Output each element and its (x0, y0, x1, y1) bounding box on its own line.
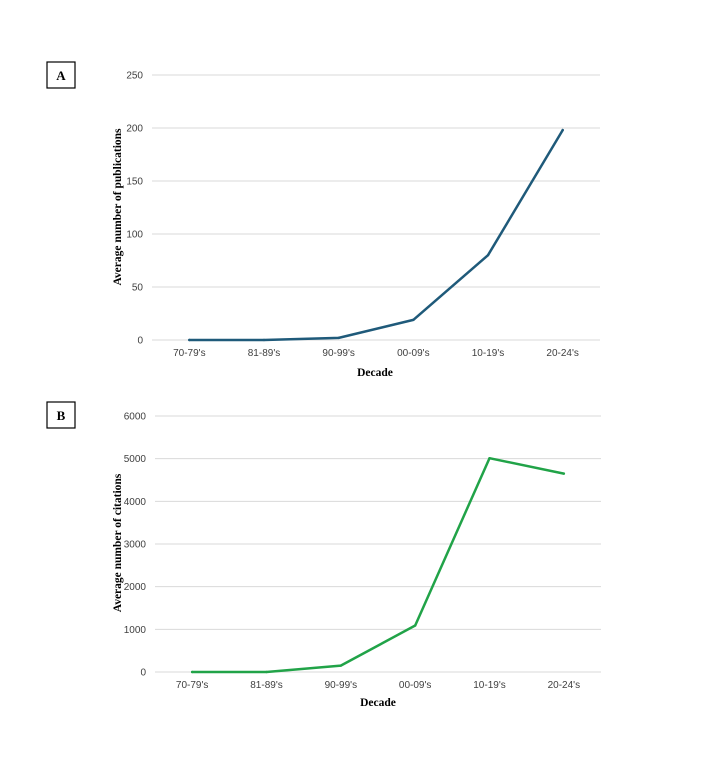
chart-b-x-axis-title: Decade (360, 697, 396, 709)
chart-b-y-tick-label: 1000 (124, 625, 147, 636)
chart-b-x-tick-label: 00-09's (399, 680, 432, 691)
chart-b-y-tick-label: 4000 (124, 497, 147, 508)
chart-b-y-tick-label: 5000 (124, 454, 147, 465)
chart-b-x-tick-label: 70-79's (176, 680, 209, 691)
chart-a-y-tick-label: 250 (126, 71, 143, 82)
chart-b-data-point (488, 457, 491, 460)
chart-a-x-tick-label: 90-99's (322, 348, 355, 359)
chart-a-gridlines (152, 74, 600, 341)
chart-b-data-point (265, 670, 268, 674)
chart-a-x-ticks: 70-79's 81-89's 90-99's 00-09's 10-19's 20-24… (173, 348, 579, 359)
chart-a-data-point (486, 254, 490, 257)
chart-b-data-point (562, 472, 566, 475)
chart-b-data-point (413, 624, 417, 627)
chart-b-y-tick-label: 6000 (124, 412, 147, 423)
chart-a-x-tick-label: 10-19's (472, 348, 505, 359)
chart-a-series-line (188, 128, 564, 342)
chart-a-series (188, 128, 564, 342)
panel-a-box (46, 61, 76, 89)
chart-a-data-point (412, 318, 415, 322)
chart-b-x-tick-label: 90-99's (325, 680, 358, 691)
chart-b-y-tick-label: 2000 (124, 582, 147, 593)
chart-a: A 0 50 100 150 200 250 70-79's 81-89's 90-99's 0… (46, 61, 600, 379)
chart-a-y-ticks: 0 50 100 150 200 250 (126, 71, 143, 347)
chart-b-y-axis-title: Average number of citations (112, 473, 124, 612)
chart-b-x-tick-label: 81-89's (250, 680, 283, 691)
chart-b-series-line (190, 456, 566, 674)
chart-a-data-point (188, 338, 191, 342)
chart-a-data-point (262, 338, 266, 342)
chart-b-x-ticks: 70-79's 81-89's 90-99's 00-09's 10-19's 20-24… (176, 680, 580, 691)
chart-b-data-point (190, 670, 194, 674)
chart-b-x-tick-label: 20-24's (548, 680, 581, 691)
chart-a-data-point (337, 336, 340, 340)
panel-a-label: A (56, 68, 66, 83)
chart-b: B 0 1000 2000 3000 4000 5000 6000 70-79's 81-89… (46, 401, 601, 709)
panel-b-label: B (57, 408, 66, 423)
chart-b-series (190, 456, 566, 674)
chart-a-x-tick-label: 20-24's (546, 348, 579, 359)
chart-a-x-tick-label: 70-79's (173, 348, 206, 359)
chart-a-y-tick-label: 150 (126, 177, 143, 188)
chart-b-y-ticks: 0 1000 2000 3000 4000 5000 6000 (124, 412, 147, 679)
chart-a-y-tick-label: 50 (132, 283, 144, 294)
chart-b-gridlines (155, 415, 601, 673)
chart-b-y-tick-label: 3000 (124, 540, 147, 551)
chart-b-data-point (339, 664, 343, 667)
chart-b-y-tick-label: 0 (140, 668, 146, 679)
chart-a-x-axis-title: Decade (357, 367, 393, 379)
chart-a-y-tick-label: 100 (126, 230, 143, 241)
chart-b-x-tick-label: 10-19's (473, 680, 506, 691)
chart-a-y-axis-title: Average number of publications (112, 128, 124, 286)
chart-a-y-tick-label: 0 (137, 336, 143, 347)
chart-a-x-tick-label: 81-89's (248, 348, 281, 359)
panel-b-box (46, 401, 76, 429)
chart-a-y-tick-label: 200 (126, 124, 143, 135)
chart-a-data-point (561, 128, 564, 132)
chart-a-x-tick-label: 00-09's (397, 348, 430, 359)
